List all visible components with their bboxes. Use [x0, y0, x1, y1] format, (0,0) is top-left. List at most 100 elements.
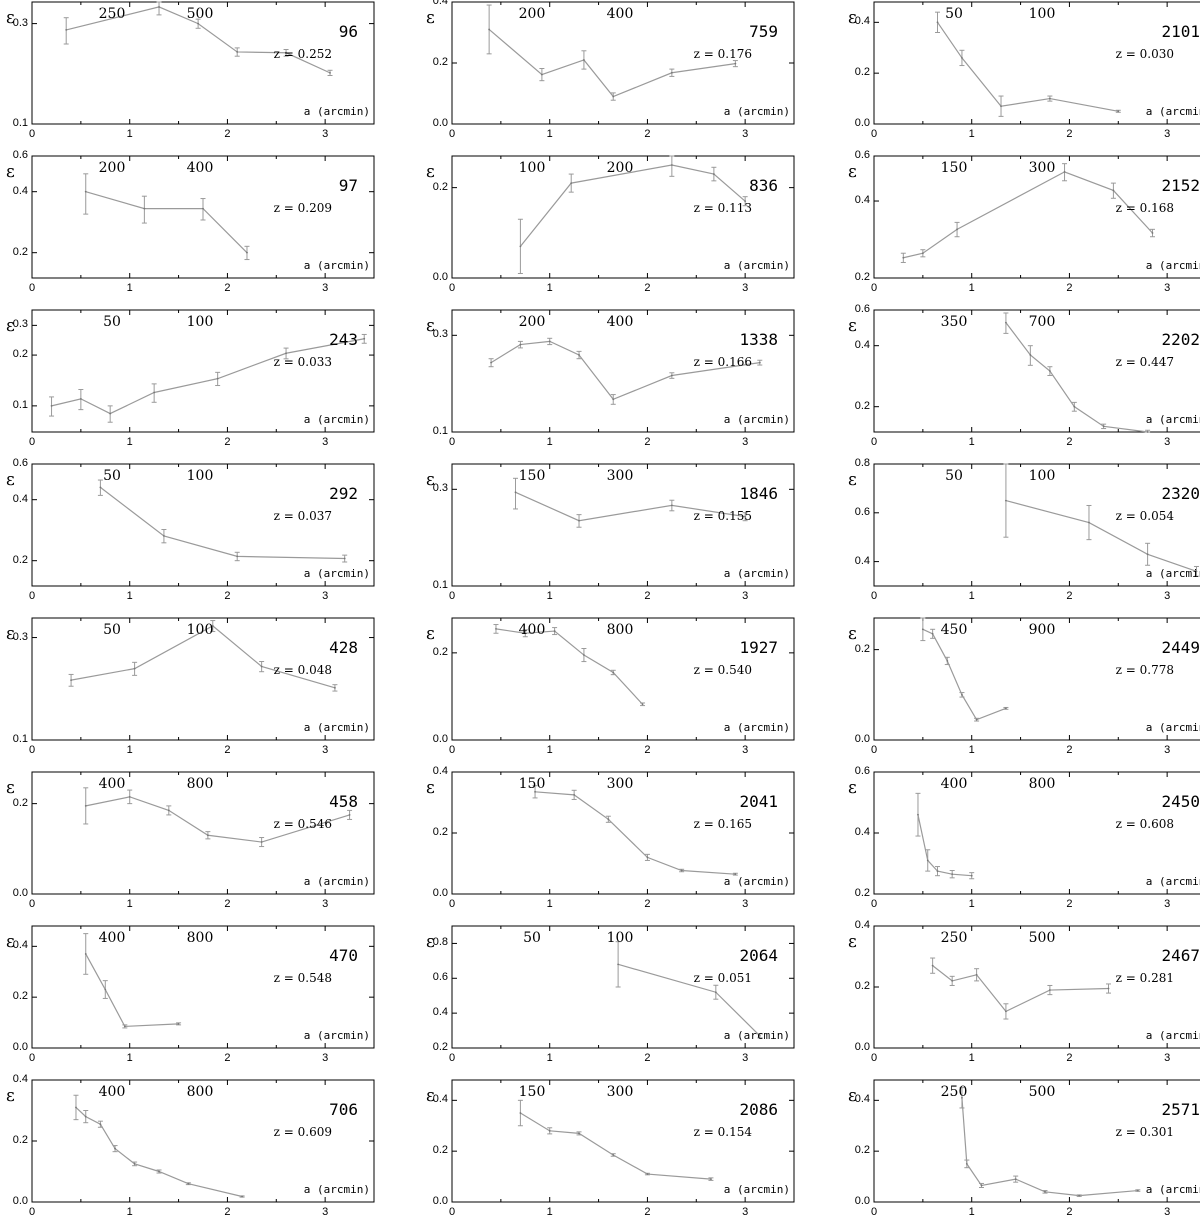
data-point: [710, 1178, 712, 1181]
plot-frame: [873, 463, 1200, 587]
plot-frame: [31, 771, 375, 895]
top-scale-tick: 200: [98, 160, 126, 176]
redshift-label: z = 0.447: [1115, 355, 1174, 369]
top-scale-tick: 400: [98, 776, 126, 792]
cluster-id: 2064: [739, 946, 778, 965]
y-tick-label: 0.2: [432, 180, 448, 193]
data-point: [970, 874, 973, 877]
y-axis-label: ε: [6, 932, 15, 952]
x-tick-label: 0: [870, 898, 878, 910]
y-axis-label: ε: [426, 316, 435, 336]
y-tick-label: 0.2: [854, 980, 870, 992]
cluster-id: 1927: [739, 638, 778, 657]
top-scale-tick: 400: [940, 776, 968, 792]
data-point: [246, 251, 248, 254]
data-point: [260, 665, 263, 668]
data-point: [285, 352, 287, 355]
x-axis-label: a (arcmin): [303, 721, 370, 734]
redshift-label: z = 0.154: [693, 1125, 752, 1139]
y-axis-label: ε: [848, 624, 857, 644]
y-tick-label: 0.2: [854, 271, 870, 283]
data-point: [158, 6, 160, 8]
series-line: [917, 814, 972, 877]
x-axis-label: a (arcmin): [1145, 1183, 1200, 1196]
top-scale-tick: 300: [606, 468, 634, 484]
plot-svg-2041: [451, 771, 795, 895]
panel-2467: 0 1 2 3 0.0 0.2 0.4 ε 250 500 2467 z = 0.281 a (arcm…: [842, 920, 1200, 1076]
x-axis-label: a (arcmin): [723, 413, 790, 426]
cluster-id: 470: [329, 946, 358, 965]
cluster-id: 243: [329, 330, 358, 349]
top-scale-tick: 50: [103, 622, 121, 638]
x-tick-label: 1: [546, 590, 553, 602]
top-scale-tick: 800: [186, 930, 214, 946]
cluster-id: 2320: [1161, 484, 1200, 503]
top-scale-tick: 400: [98, 930, 126, 946]
y-tick-label: 0.4: [432, 765, 448, 777]
data-point: [99, 1123, 102, 1126]
plot-svg-706: [31, 1079, 375, 1203]
data-point: [343, 557, 346, 560]
top-scale-tick: 450: [940, 622, 968, 638]
x-tick-label: 3: [742, 590, 749, 602]
top-scale-tick: 250: [940, 930, 968, 946]
top-scale-tick: 200: [518, 314, 546, 330]
y-tick-label: 0.0: [432, 733, 448, 745]
cluster-id: 292: [329, 484, 358, 503]
cluster-id: 2041: [739, 792, 778, 811]
cluster-id: 759: [749, 22, 778, 41]
x-tick-label: 1: [126, 1206, 133, 1218]
y-tick-label: 0.4: [854, 826, 870, 838]
data-point: [1102, 425, 1105, 428]
data-point: [1044, 1190, 1046, 1193]
y-tick-label: 0.4: [854, 15, 870, 28]
x-tick-label: 3: [322, 282, 329, 294]
x-tick-label: 0: [870, 436, 878, 448]
data-point: [197, 22, 200, 25]
redshift-label: z = 0.252: [273, 47, 332, 61]
x-axis-label: a (arcmin): [1145, 721, 1200, 734]
x-tick-label: 3: [1164, 128, 1171, 140]
plot-frame: [31, 155, 375, 279]
data-point: [84, 1115, 87, 1118]
x-tick-label: 0: [870, 744, 878, 756]
y-axis-label: ε: [6, 8, 15, 28]
plot-frame: [873, 617, 1200, 741]
x-tick-label: 0: [870, 128, 878, 140]
top-scale-tick: 100: [186, 468, 214, 484]
plot-svg-97: [31, 155, 375, 279]
data-point: [1112, 189, 1115, 192]
y-tick-label: 0.3: [432, 328, 448, 341]
y-tick-label: 0.4: [432, 0, 448, 7]
data-point: [921, 252, 924, 255]
cluster-id: 2101: [1161, 22, 1200, 41]
x-tick-label: 0: [28, 128, 36, 140]
x-axis-label: a (arcmin): [1145, 1029, 1200, 1042]
y-tick-label: 0.6: [854, 149, 870, 161]
plot-svg-96: [31, 1, 375, 125]
y-axis-label: ε: [6, 778, 15, 798]
cluster-id: 428: [329, 638, 358, 657]
y-axis-label: ε: [426, 8, 435, 28]
x-axis-label: a (arcmin): [723, 259, 790, 272]
panel-706: 0 1 2 3 0.0 0.2 0.4 ε 400 800 706 z = 0.609 a (arcmi…: [0, 1074, 392, 1230]
panel-2064: 0 1 2 3 0.2 0.4 0.6 0.8 ε 50 100 2064 z = 0.051 a (ar…: [420, 924, 812, 1076]
cluster-id: 2086: [739, 1100, 778, 1119]
redshift-label: z = 0.155: [693, 509, 752, 523]
data-point: [902, 256, 905, 259]
series-line: [75, 1107, 243, 1198]
redshift-label: z = 0.176: [693, 47, 752, 61]
redshift-label: z = 0.113: [693, 201, 752, 215]
top-scale-tick: 800: [1028, 776, 1056, 792]
panel-2449: 0 1 2 3 0.0 0.2ε 450 900 2449 z = 0.778 a (arcmin): [842, 616, 1200, 768]
plot-svg-428: [31, 617, 375, 741]
redshift-label: z = 0.548: [273, 971, 332, 985]
data-point: [133, 1162, 136, 1165]
data-point: [548, 340, 551, 343]
data-point: [936, 21, 939, 24]
data-point: [670, 504, 673, 507]
x-tick-label: 0: [28, 282, 36, 294]
top-scale-tick: 800: [186, 1084, 214, 1100]
data-point: [975, 718, 978, 721]
data-point: [744, 515, 747, 518]
